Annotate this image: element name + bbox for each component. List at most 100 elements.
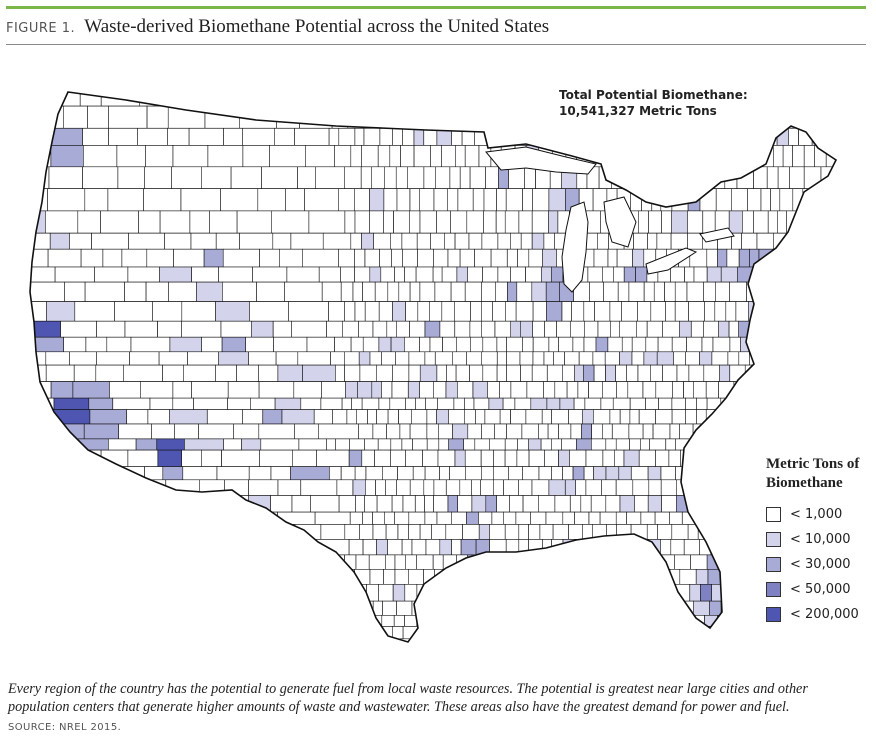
county — [274, 614, 311, 627]
county — [699, 145, 712, 168]
county — [782, 423, 798, 440]
county — [715, 188, 732, 212]
county — [568, 409, 583, 425]
county — [828, 423, 836, 440]
county — [326, 320, 343, 338]
county — [196, 281, 223, 302]
county — [428, 583, 445, 602]
county — [464, 397, 475, 410]
county — [451, 351, 467, 366]
county — [95, 479, 117, 496]
county — [580, 495, 592, 513]
county — [432, 554, 444, 570]
county — [706, 423, 723, 440]
county — [424, 351, 436, 366]
county — [331, 105, 349, 129]
figure-title: Waste-derived Biomethane Potential acros… — [84, 16, 550, 37]
county — [620, 568, 633, 585]
county — [354, 210, 370, 234]
county — [774, 381, 789, 399]
county — [503, 554, 521, 570]
county — [375, 364, 393, 382]
county — [360, 166, 372, 189]
county — [127, 539, 157, 556]
county — [634, 614, 648, 627]
county — [692, 449, 708, 467]
county — [469, 336, 484, 353]
county — [159, 210, 191, 234]
county — [297, 166, 317, 189]
county — [618, 638, 632, 642]
county — [590, 438, 607, 451]
county — [469, 320, 482, 338]
county — [321, 381, 346, 399]
county — [507, 281, 518, 302]
county — [392, 128, 403, 146]
county — [739, 438, 750, 451]
county — [646, 524, 659, 540]
county — [509, 232, 522, 250]
county — [162, 466, 184, 481]
county — [541, 626, 555, 640]
county — [145, 281, 170, 302]
county — [552, 583, 570, 602]
county — [169, 336, 202, 353]
county — [392, 105, 404, 129]
legend-label: < 30,000 — [790, 557, 851, 572]
county — [713, 438, 727, 451]
county — [796, 423, 813, 440]
county — [282, 650, 315, 666]
county — [675, 438, 691, 451]
county — [470, 600, 484, 616]
county — [116, 479, 145, 496]
county — [802, 638, 815, 642]
county — [241, 438, 262, 451]
county — [770, 320, 782, 338]
county — [517, 438, 530, 451]
county — [227, 397, 251, 410]
county — [706, 397, 722, 410]
county — [577, 626, 596, 640]
county — [531, 210, 549, 234]
county — [740, 600, 757, 616]
county — [741, 210, 754, 234]
county — [461, 600, 472, 616]
county — [182, 466, 218, 481]
county — [596, 232, 609, 250]
county — [467, 638, 480, 642]
county — [788, 128, 799, 146]
county — [570, 423, 582, 440]
county — [137, 128, 168, 146]
county — [358, 320, 374, 338]
county — [402, 248, 418, 268]
county — [59, 423, 85, 440]
county — [173, 248, 205, 268]
county — [442, 554, 457, 570]
county — [236, 364, 259, 382]
county — [752, 614, 765, 627]
county — [321, 638, 360, 642]
county — [597, 128, 612, 146]
county — [776, 409, 793, 425]
county — [755, 638, 772, 642]
county — [227, 381, 260, 399]
county — [600, 600, 617, 616]
county — [355, 495, 365, 513]
county — [413, 128, 424, 146]
county — [409, 188, 420, 212]
county — [722, 423, 738, 440]
county — [475, 568, 492, 585]
county — [620, 583, 638, 602]
county — [354, 248, 366, 268]
county — [343, 351, 360, 366]
county — [469, 166, 486, 189]
county — [835, 145, 836, 168]
county — [220, 539, 241, 556]
county — [183, 614, 218, 627]
county — [414, 495, 425, 513]
county — [603, 281, 619, 302]
county — [660, 479, 677, 496]
county — [487, 381, 500, 399]
county — [276, 105, 300, 129]
county — [646, 583, 664, 602]
